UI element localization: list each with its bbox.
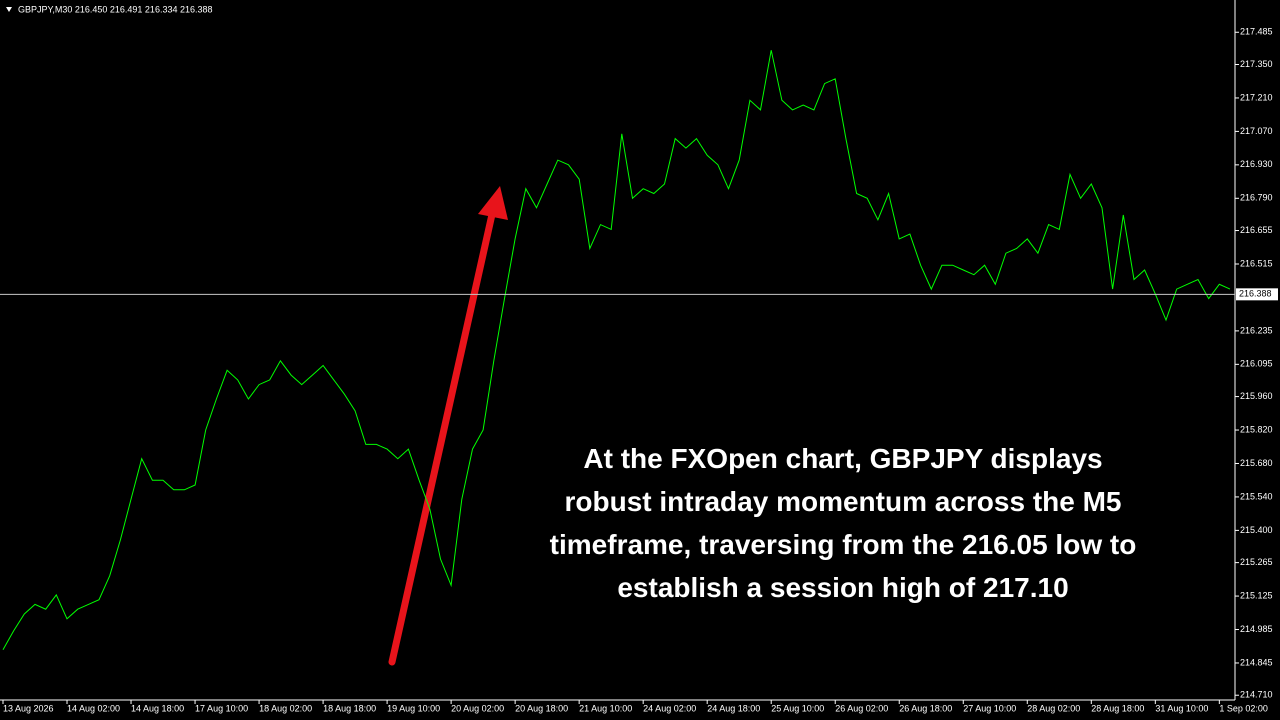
x-tick-label: 24 Aug 02:00 <box>643 703 696 713</box>
y-tick-label: 217.210 <box>1240 92 1273 102</box>
y-tick-label: 215.125 <box>1240 590 1273 600</box>
y-tick-label: 214.845 <box>1240 657 1273 667</box>
y-tick-label: 214.985 <box>1240 624 1273 634</box>
current-price-label: 216.388 <box>1239 289 1272 299</box>
y-tick-label: 216.235 <box>1240 325 1273 335</box>
y-tick-label: 216.790 <box>1240 193 1273 203</box>
x-tick-label: 20 Aug 18:00 <box>515 703 568 713</box>
y-tick-label: 217.070 <box>1240 126 1273 136</box>
x-tick-label: 21 Aug 10:00 <box>579 703 632 713</box>
x-tick-label: 26 Aug 18:00 <box>899 703 952 713</box>
y-tick-label: 215.540 <box>1240 491 1273 501</box>
y-tick-label: 216.095 <box>1240 359 1273 369</box>
x-tick-label: 24 Aug 18:00 <box>707 703 760 713</box>
y-tick-label: 216.515 <box>1240 258 1273 268</box>
x-tick-label: 14 Aug 02:00 <box>67 703 120 713</box>
y-tick-label: 215.820 <box>1240 424 1273 434</box>
y-tick-label: 217.350 <box>1240 59 1273 69</box>
y-tick-label: 215.400 <box>1240 525 1273 535</box>
x-tick-label: 1 Sep 02:00 <box>1219 703 1268 713</box>
x-tick-label: 19 Aug 10:00 <box>387 703 440 713</box>
y-tick-label: 215.680 <box>1240 458 1273 468</box>
x-tick-label: 27 Aug 10:00 <box>963 703 1016 713</box>
x-tick-label: 18 Aug 02:00 <box>259 703 312 713</box>
x-tick-label: 14 Aug 18:00 <box>131 703 184 713</box>
price-line <box>2 50 1231 651</box>
x-tick-label: 25 Aug 10:00 <box>771 703 824 713</box>
y-tick-label: 214.710 <box>1240 690 1273 700</box>
x-tick-label: 13 Aug 2026 <box>3 703 54 713</box>
y-tick-label: 215.960 <box>1240 391 1273 401</box>
y-tick-label: 216.655 <box>1240 225 1273 235</box>
arrow-head <box>478 186 508 220</box>
y-tick-label: 215.265 <box>1240 557 1273 567</box>
x-tick-label: 26 Aug 02:00 <box>835 703 888 713</box>
chart-title: GBPJPY,M30 216.450 216.491 216.334 216.3… <box>18 4 213 14</box>
x-tick-label: 28 Aug 02:00 <box>1027 703 1080 713</box>
x-tick-label: 31 Aug 10:00 <box>1155 703 1208 713</box>
current-price-box <box>1236 288 1278 301</box>
y-tick-label: 217.485 <box>1240 27 1273 37</box>
x-tick-label: 17 Aug 10:00 <box>195 703 248 713</box>
x-tick-label: 28 Aug 18:00 <box>1091 703 1144 713</box>
y-tick-label: 216.930 <box>1240 159 1273 169</box>
x-tick-label: 20 Aug 02:00 <box>451 703 504 713</box>
menu-triangle[interactable] <box>6 7 12 12</box>
trend-arrow <box>388 206 497 666</box>
x-tick-label: 18 Aug 18:00 <box>323 703 376 713</box>
annotation: At the FXOpen chart, GBPJPY displays rob… <box>549 443 1137 603</box>
